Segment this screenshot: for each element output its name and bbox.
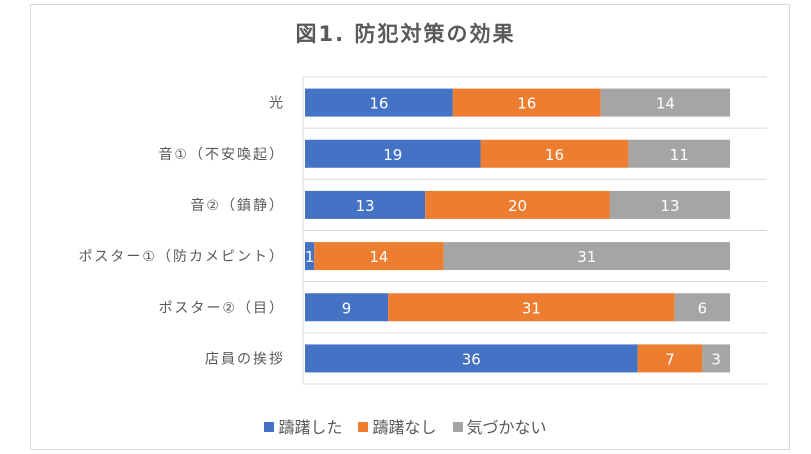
legend-item: 気づかない bbox=[452, 414, 547, 438]
legend-label: 躊躇した bbox=[278, 418, 343, 437]
category-label: 店員の挨拶 bbox=[205, 351, 285, 367]
category-label: ポスター②（目） bbox=[158, 300, 285, 316]
data-label: 13 bbox=[660, 197, 679, 215]
data-label: 1 bbox=[305, 248, 315, 266]
data-label: 36 bbox=[462, 350, 481, 368]
data-label: 16 bbox=[369, 95, 388, 113]
category-label: 音①（不安喚起） bbox=[158, 146, 285, 163]
data-label: 20 bbox=[508, 197, 527, 215]
bar-segment bbox=[674, 293, 731, 322]
bar-segment bbox=[452, 88, 601, 117]
legend-label: 気づかない bbox=[466, 418, 547, 437]
data-label: 16 bbox=[545, 146, 564, 164]
category-label: ポスター①（防カメピント） bbox=[78, 249, 285, 265]
data-label: 14 bbox=[369, 248, 388, 266]
bar-segment bbox=[637, 344, 703, 373]
bar-segment bbox=[305, 139, 481, 168]
bar-segment bbox=[388, 293, 675, 322]
data-label: 13 bbox=[356, 197, 375, 215]
bar-segment bbox=[628, 139, 731, 168]
data-label: 31 bbox=[577, 248, 596, 266]
legend-swatch bbox=[358, 422, 369, 432]
bar-segment bbox=[314, 242, 444, 271]
data-label: 16 bbox=[517, 95, 536, 113]
data-label: 9 bbox=[342, 299, 352, 317]
legend-swatch bbox=[452, 422, 463, 432]
category-label: 音②（鎮静） bbox=[190, 197, 285, 214]
bar-segment bbox=[305, 88, 453, 117]
legend: 躊躇した 躊躇なし 気づかない bbox=[0, 414, 811, 438]
category-label: 光 bbox=[269, 96, 285, 112]
bar-segment bbox=[425, 190, 610, 219]
legend-item: 躊躇した bbox=[264, 414, 342, 438]
data-label: 7 bbox=[665, 350, 675, 368]
bar-segment bbox=[702, 344, 731, 373]
bar-segment bbox=[305, 190, 426, 219]
data-label: 6 bbox=[698, 299, 708, 317]
bar-segment bbox=[443, 242, 731, 271]
bar-segment bbox=[305, 242, 315, 271]
bar-segment bbox=[305, 344, 638, 373]
data-label: 19 bbox=[383, 146, 402, 164]
data-label: 14 bbox=[656, 95, 675, 113]
bar-segment bbox=[480, 139, 629, 168]
data-label: 11 bbox=[670, 146, 689, 164]
data-label: 3 bbox=[711, 350, 721, 368]
chart-title: 図1. 防犯対策の効果 bbox=[295, 22, 516, 46]
legend-item: 躊躇なし bbox=[358, 414, 437, 438]
chart-frame bbox=[30, 4, 790, 450]
legend-swatch bbox=[264, 422, 275, 432]
bar-segment bbox=[305, 293, 389, 322]
bar-segment bbox=[600, 88, 731, 117]
data-label: 31 bbox=[522, 299, 541, 317]
legend-label: 躊躇なし bbox=[372, 418, 437, 437]
bar-segment bbox=[609, 190, 731, 219]
